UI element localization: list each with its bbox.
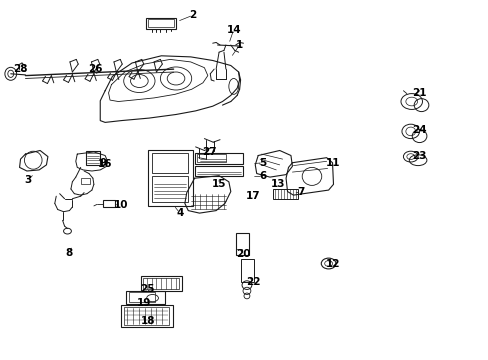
Text: 13: 13: [270, 179, 285, 189]
Text: 26: 26: [88, 64, 102, 74]
Bar: [151, 176, 188, 202]
Bar: [141, 276, 182, 291]
Bar: [102, 200, 115, 207]
Bar: [145, 18, 176, 29]
Text: 18: 18: [140, 316, 155, 326]
Text: 5: 5: [259, 158, 266, 168]
Text: 19: 19: [137, 298, 151, 308]
Bar: [147, 150, 192, 206]
Bar: [143, 278, 179, 289]
Bar: [240, 259, 254, 282]
Text: 7: 7: [296, 186, 304, 197]
Bar: [124, 307, 169, 325]
Bar: [129, 292, 154, 302]
Text: 21: 21: [411, 88, 426, 98]
Text: 20: 20: [236, 249, 250, 259]
Text: 1: 1: [236, 40, 243, 50]
Bar: [272, 189, 298, 199]
Bar: [121, 305, 172, 327]
Text: 15: 15: [211, 179, 226, 189]
Text: 17: 17: [245, 191, 260, 201]
Text: 27: 27: [202, 147, 216, 157]
Text: 9: 9: [99, 158, 106, 168]
Bar: [81, 178, 90, 184]
Text: 24: 24: [411, 125, 426, 135]
Text: 12: 12: [325, 258, 340, 269]
Text: 28: 28: [13, 64, 28, 74]
Bar: [235, 233, 249, 255]
Text: 2: 2: [189, 10, 196, 20]
Text: 14: 14: [226, 24, 241, 35]
Text: 22: 22: [245, 276, 260, 287]
Text: 16: 16: [98, 159, 112, 169]
Text: 10: 10: [114, 200, 128, 210]
Text: 6: 6: [259, 171, 266, 181]
Bar: [126, 291, 165, 304]
Bar: [194, 153, 242, 164]
Bar: [85, 151, 100, 165]
Text: 3: 3: [25, 175, 32, 185]
Text: 11: 11: [325, 158, 340, 168]
Text: 23: 23: [411, 150, 426, 161]
Text: 8: 8: [66, 248, 73, 258]
Bar: [194, 166, 242, 176]
Bar: [197, 154, 226, 162]
Text: 4: 4: [176, 208, 183, 218]
Text: 25: 25: [140, 284, 155, 294]
Bar: [148, 19, 173, 27]
Bar: [151, 153, 188, 173]
